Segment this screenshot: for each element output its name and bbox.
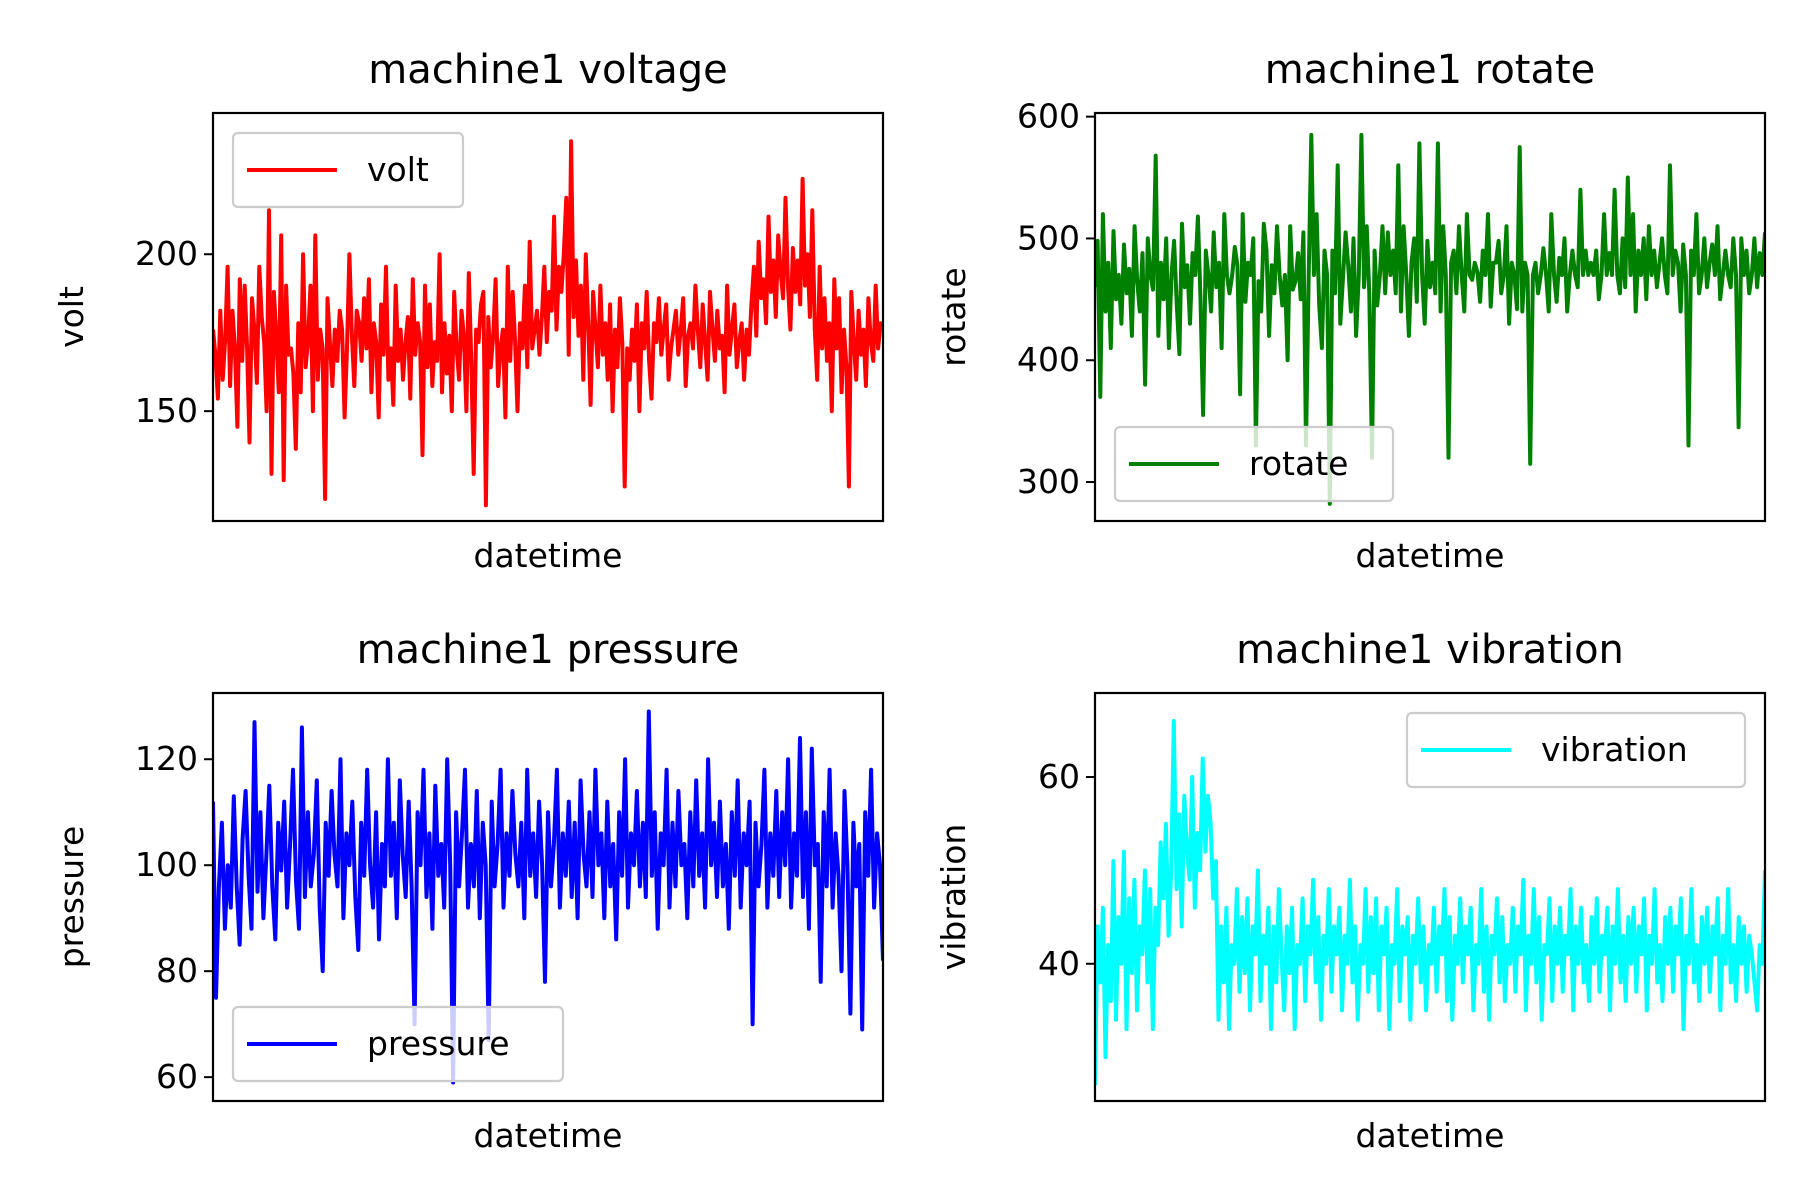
y-tick-label: 60 [1038, 757, 1080, 796]
y-axis-label: volt [52, 286, 91, 348]
y-tick-label: 150 [135, 391, 198, 430]
plot-frame [1093, 111, 1767, 523]
legend: rotate [1113, 425, 1395, 503]
series-line-volt [213, 139, 883, 508]
subplot-1: machine1 voltage datetime volt 150 200 volt [52, 47, 885, 575]
legend-box [231, 131, 465, 209]
y-tick-label: 400 [1017, 340, 1080, 379]
legend: volt [231, 131, 465, 209]
y-tick-label: 600 [1017, 97, 1080, 136]
legend-box [1113, 425, 1395, 503]
plot-frame [1093, 691, 1767, 1103]
y-tick-label: 300 [1017, 462, 1080, 501]
series-line-vibration [1095, 719, 1765, 1086]
legend: pressure [231, 1005, 565, 1083]
chart-title: machine1 vibration [1236, 627, 1624, 673]
y-tick-label: 60 [156, 1057, 198, 1096]
y-tick-label: 40 [1038, 944, 1080, 983]
y-tick-label: 120 [135, 739, 198, 778]
y-tick-label: 500 [1017, 218, 1080, 257]
x-axis-label: datetime [474, 1116, 623, 1155]
y-axis-label: rotate [934, 267, 973, 366]
y-tick-label: 100 [135, 845, 198, 884]
subplot-2: machine1 rotate datetime rotate 300 400 500 60… [934, 47, 1767, 575]
x-axis-label: datetime [1356, 536, 1505, 575]
plot-frame [211, 111, 885, 523]
legend: vibration [1405, 711, 1747, 789]
legend-label: pressure [367, 1024, 510, 1063]
y-axis-label: pressure [52, 826, 91, 969]
y-axis-label: vibration [934, 824, 973, 971]
subplot-3: machine1 pressure datetime pressure 60 80 100… [52, 627, 885, 1155]
legend-label: rotate [1249, 444, 1348, 483]
legend-label: volt [367, 150, 429, 189]
legend-label: vibration [1541, 730, 1688, 769]
chart-title: machine1 voltage [368, 47, 728, 93]
y-tick-label: 80 [156, 951, 198, 990]
series-line-rotate [1095, 132, 1765, 506]
subplot-4: machine1 vibration datetime vibration 40 60 v… [934, 627, 1767, 1155]
series-line-pressure [213, 709, 883, 1085]
chart-title: machine1 rotate [1265, 47, 1596, 93]
chart-title: machine1 pressure [357, 627, 740, 673]
x-axis-label: datetime [474, 536, 623, 575]
legend-box [1405, 711, 1747, 789]
x-axis-label: datetime [1356, 1116, 1505, 1155]
y-tick-label: 200 [135, 234, 198, 273]
plot-frame [211, 691, 885, 1103]
legend-box [231, 1005, 565, 1083]
